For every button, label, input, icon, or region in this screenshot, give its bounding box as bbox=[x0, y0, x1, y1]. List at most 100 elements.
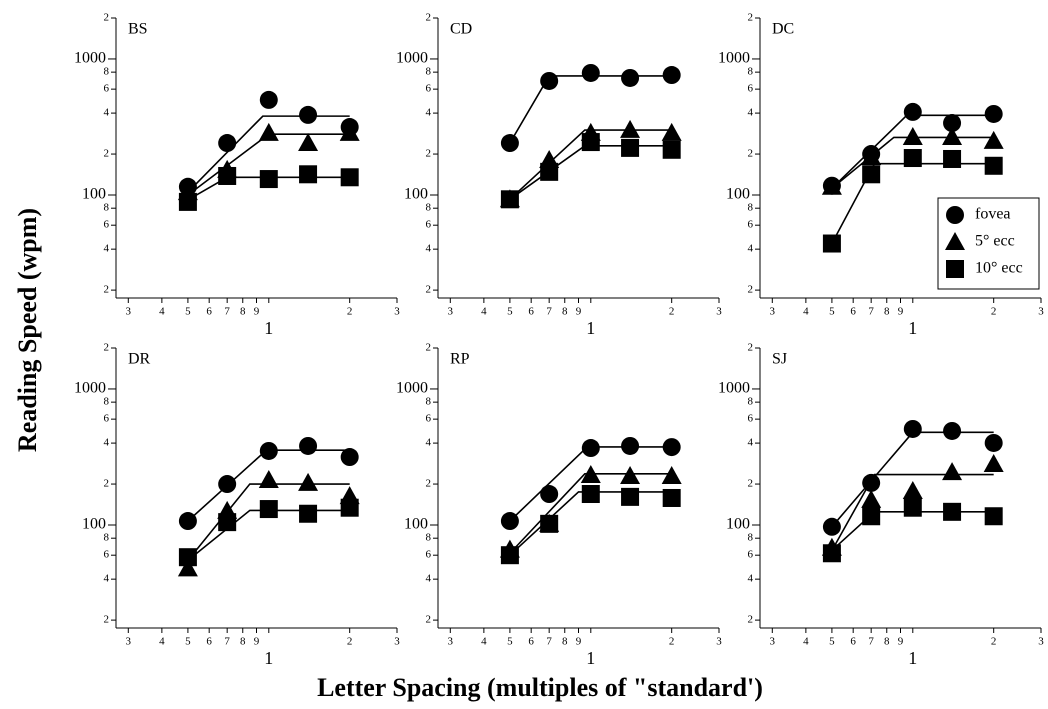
x-tick-label: 4 bbox=[481, 306, 487, 318]
x-tick-label: 3 bbox=[770, 306, 776, 318]
panel-title: BS bbox=[128, 21, 148, 38]
marker-square bbox=[903, 498, 922, 517]
marker-square bbox=[500, 546, 519, 565]
y-tick-label: 8 bbox=[426, 396, 432, 408]
marker-circle bbox=[621, 436, 640, 455]
marker-triangle bbox=[580, 465, 601, 484]
y-tick-label: 2 bbox=[748, 342, 754, 354]
x-tick-label: 9 bbox=[254, 636, 260, 648]
marker-square bbox=[581, 485, 600, 504]
x-tick-label: 9 bbox=[576, 306, 582, 318]
x-tick-label: 6 bbox=[528, 636, 534, 648]
marker-triangle bbox=[339, 122, 360, 141]
y-tick-label: 8 bbox=[104, 396, 110, 408]
x-tick-label: 4 bbox=[481, 636, 487, 648]
x-tick-label: 9 bbox=[576, 636, 582, 648]
marker-triangle bbox=[902, 480, 923, 499]
y-tick-label: 2 bbox=[426, 342, 432, 354]
x-tick-label: 7 bbox=[224, 636, 230, 648]
x-tick-label: 3 bbox=[394, 306, 400, 318]
marker-triangle bbox=[861, 489, 882, 508]
y-tick-label: 100 bbox=[726, 186, 750, 203]
x-tick-label: 4 bbox=[159, 306, 165, 318]
marker-circle bbox=[581, 439, 600, 458]
x-tick-label: 3 bbox=[394, 636, 400, 648]
marker-triangle bbox=[821, 176, 842, 195]
y-tick-label: 2 bbox=[748, 284, 754, 296]
marker-square bbox=[540, 162, 559, 181]
y-tick-label: 8 bbox=[104, 202, 110, 214]
y-tick-label: 6 bbox=[426, 549, 432, 561]
marker-square bbox=[621, 487, 640, 506]
marker-circle bbox=[259, 441, 278, 460]
panel-title: RP bbox=[450, 351, 470, 368]
y-tick-label: 8 bbox=[748, 202, 754, 214]
y-tick-label: 2 bbox=[748, 614, 754, 626]
x-tick-label: 6 bbox=[850, 636, 856, 648]
marker-square bbox=[218, 166, 237, 185]
x-tick-label: 3 bbox=[716, 636, 722, 648]
marker-square bbox=[540, 514, 559, 533]
y-tick-label: 6 bbox=[748, 413, 754, 425]
y-tick-label: 6 bbox=[748, 83, 754, 95]
marker-circle bbox=[822, 517, 841, 536]
y-tick-label: 1000 bbox=[74, 380, 106, 397]
marker-square bbox=[621, 138, 640, 157]
marker-circle bbox=[218, 475, 237, 494]
marker-circle bbox=[903, 419, 922, 438]
marker-circle bbox=[862, 473, 881, 492]
marker-triangle bbox=[661, 122, 682, 141]
y-tick-label: 1000 bbox=[74, 50, 106, 67]
marker-square bbox=[862, 165, 881, 184]
fit-line bbox=[187, 483, 350, 561]
y-tick-label: 6 bbox=[104, 549, 110, 561]
fit-line bbox=[509, 491, 672, 556]
x-tick-label: 6 bbox=[206, 306, 212, 318]
x-tick-label: 7 bbox=[546, 306, 552, 318]
y-tick-label: 1000 bbox=[396, 50, 428, 67]
marker-square bbox=[662, 488, 681, 507]
x-tick-label: 3 bbox=[716, 306, 722, 318]
fit-line bbox=[509, 144, 672, 200]
marker-triangle bbox=[983, 130, 1004, 149]
y-tick-label: 1000 bbox=[396, 380, 428, 397]
marker-triangle bbox=[620, 466, 641, 485]
marker-circle bbox=[259, 90, 278, 109]
x-tick-label: 1 bbox=[586, 648, 595, 668]
x-tick-label: 2 bbox=[669, 636, 675, 648]
marker-triangle bbox=[942, 462, 963, 481]
x-tick-label: 2 bbox=[347, 636, 353, 648]
y-tick-label: 2 bbox=[426, 478, 432, 490]
x-tick-label: 9 bbox=[898, 636, 904, 648]
y-tick-label: 100 bbox=[82, 186, 106, 203]
x-tick-label: 8 bbox=[240, 306, 246, 318]
x-tick-label: 2 bbox=[991, 636, 997, 648]
marker-square bbox=[984, 156, 1003, 175]
y-tick-label: 2 bbox=[104, 12, 110, 24]
x-axis-label: Letter Spacing (multiples of "standard') bbox=[317, 673, 763, 702]
panel-title: SJ bbox=[772, 351, 787, 368]
marker-triangle bbox=[945, 232, 965, 250]
y-tick-label: 6 bbox=[426, 83, 432, 95]
marker-circle bbox=[621, 68, 640, 87]
marker-square bbox=[946, 260, 964, 278]
y-tick-label: 2 bbox=[104, 478, 110, 490]
x-tick-label: 3 bbox=[1038, 636, 1044, 648]
fit-line bbox=[831, 511, 994, 552]
marker-circle bbox=[340, 448, 359, 467]
y-tick-label: 6 bbox=[426, 219, 432, 231]
marker-circle bbox=[299, 436, 318, 455]
y-tick-label: 8 bbox=[426, 202, 432, 214]
x-tick-label: 3 bbox=[126, 306, 132, 318]
marker-square bbox=[340, 168, 359, 187]
marker-circle bbox=[540, 485, 559, 504]
y-tick-label: 1000 bbox=[718, 380, 750, 397]
y-tick-label: 2 bbox=[104, 284, 110, 296]
legend-label: 5° ecc bbox=[975, 233, 1015, 250]
fit-line bbox=[509, 472, 672, 554]
y-tick-label: 6 bbox=[426, 413, 432, 425]
y-tick-label: 100 bbox=[726, 516, 750, 533]
marker-square bbox=[943, 502, 962, 521]
y-tick-label: 100 bbox=[404, 516, 428, 533]
